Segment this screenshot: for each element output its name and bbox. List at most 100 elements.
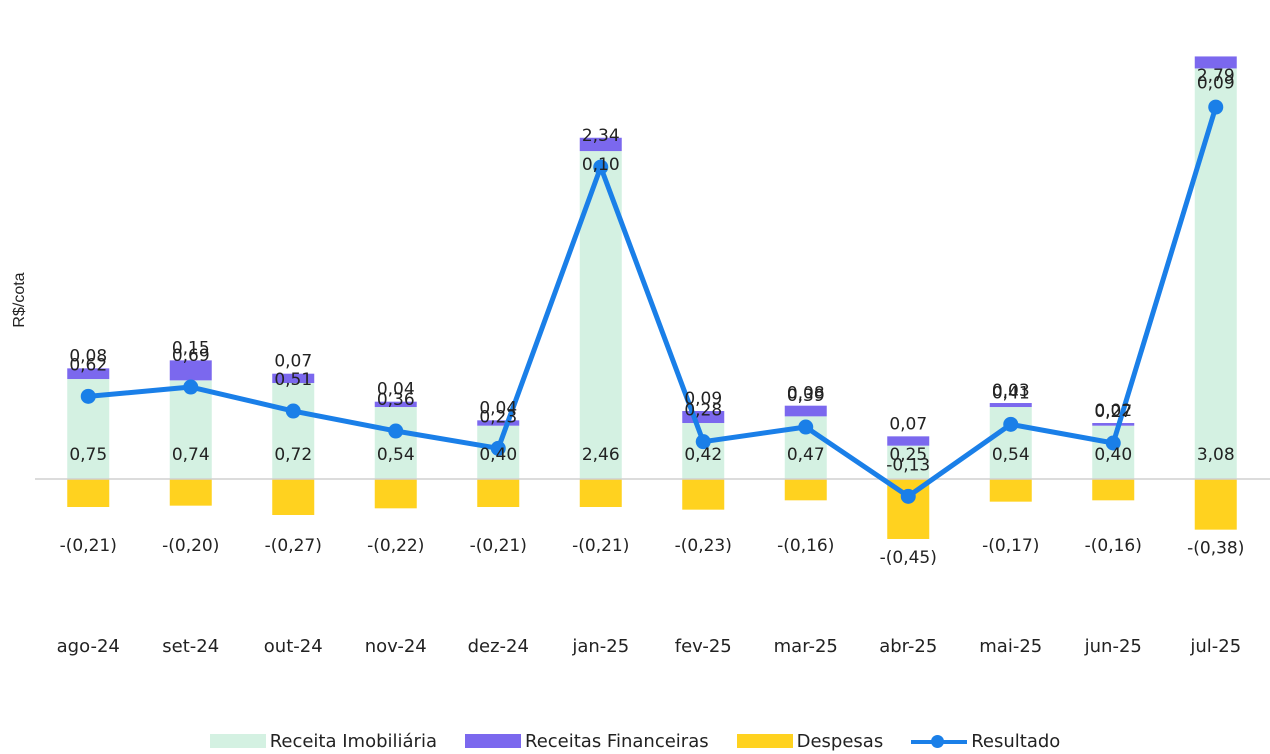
label-resultado: 2,34: [582, 126, 620, 146]
label-despesas: -(0,21): [60, 536, 117, 556]
bar-receitas-financeiras: [682, 411, 725, 424]
point-resultado: [183, 379, 199, 395]
label-receita-imobiliaria: 0,54: [377, 445, 415, 465]
point-resultado: [1105, 435, 1121, 451]
label-receita-imobiliaria: 3,08: [1197, 445, 1235, 465]
label-receita-imobiliaria: 0,75: [69, 445, 107, 465]
bar-despesas: [784, 479, 827, 501]
x-tick-label: mai-25: [979, 636, 1042, 657]
label-receitas-financeiras: 0,07: [274, 352, 312, 372]
point-resultado: [285, 403, 301, 419]
x-axis-ticks: ago-24 set-24 out-24 nov-24 dez-24 jan-25 fev-…: [57, 636, 1242, 657]
label-despesas: -(0,23): [675, 536, 732, 556]
point-resultado: [593, 159, 609, 175]
label-despesas: -(0,21): [572, 536, 629, 556]
bar-receita-imobiliaria: [169, 380, 212, 479]
label-receitas-financeiras: 0,08: [69, 346, 107, 366]
data-labels-layer: 0,75 0,08 -(0,21) 0,74 0,15 -(0,20) 0,72 0,07 -(…: [60, 66, 1245, 568]
point-resultado: [490, 440, 506, 456]
label-resultado: -0,13: [886, 455, 930, 475]
bar-receitas-financeiras: [784, 405, 827, 417]
bar-despesas: [169, 479, 212, 506]
label-despesas: -(0,20): [162, 536, 219, 556]
bars-layer: [67, 56, 1237, 539]
legend-label: Receita Imobiliária: [269, 730, 437, 752]
chart: R$/cota 0,750,08-(0,21)0,740,15-(0,20)0,…: [11, 56, 1270, 657]
label-receitas-financeiras: 0,10: [582, 155, 620, 175]
bar-receita-imobiliaria: [887, 445, 930, 479]
legend-item-receita-imobiliaria: Receita Imobiliária: [209, 730, 437, 752]
bar-despesas: [1092, 479, 1135, 501]
bar-receitas-financeiras: [1092, 423, 1135, 426]
bar-despesas: [272, 479, 315, 515]
label-receitas-financeiras: 0,09: [1197, 73, 1235, 93]
legend-label: Resultado: [971, 730, 1061, 752]
legend-item-receitas-financeiras: Receitas Financeiras: [465, 731, 709, 752]
label-receitas-financeiras: 0,07: [889, 414, 927, 434]
label-receita-imobiliaria: 0,40: [479, 445, 517, 465]
bar-despesas: [682, 479, 725, 510]
point-resultado: [798, 419, 814, 435]
label-receitas-financeiras: 0,15: [172, 338, 210, 358]
label-receita-imobiliaria: 0,47: [787, 445, 825, 465]
bar-despesas: [579, 479, 622, 507]
bar-despesas: [374, 479, 417, 509]
x-tick-label: out-24: [264, 636, 323, 657]
x-tick-label: fev-25: [675, 636, 732, 657]
x-tick-label: jun-25: [1084, 636, 1142, 657]
label-resultado: 0,51: [274, 370, 312, 390]
label-resultado: 2,79: [1197, 66, 1235, 86]
point-resultado: [388, 423, 404, 439]
label-resultado: 0,62: [69, 355, 107, 375]
legend-swatch-resultado: [911, 734, 968, 748]
bar-receitas-financeiras: [1194, 56, 1237, 69]
label-receitas-financeiras: 0,09: [684, 389, 722, 409]
bar-receitas-financeiras: [374, 401, 417, 408]
label-receita-imobiliaria: 0,54: [992, 445, 1030, 465]
bar-receitas-financeiras: [989, 403, 1032, 408]
label-despesas: -(0,22): [367, 536, 424, 556]
label-resultado: 0,27: [1094, 402, 1132, 422]
bar-despesas: [67, 479, 110, 507]
label-receitas-financeiras: 0,04: [377, 380, 415, 400]
label-resultado: 0,39: [787, 386, 825, 406]
label-despesas: -(0,45): [880, 548, 937, 568]
bar-receitas-financeiras: [272, 373, 315, 384]
label-resultado: 0,28: [684, 401, 722, 421]
y-axis-label: R$/cota: [11, 272, 28, 327]
x-tick-label: jul-25: [1189, 636, 1241, 657]
legend-item-despesas: Despesas: [736, 731, 883, 752]
label-resultado: 0,23: [479, 407, 517, 427]
point-resultado: [1003, 416, 1019, 432]
label-resultado: 0,41: [992, 383, 1030, 403]
bar-receitas-financeiras: [579, 137, 622, 152]
bar-receitas-financeiras: [477, 420, 520, 426]
x-tick-label: dez-24: [468, 636, 529, 657]
line-resultado: [88, 106, 1219, 499]
label-despesas: -(0,17): [982, 536, 1039, 556]
label-receitas-financeiras: 0,08: [787, 384, 825, 404]
bar-despesas: [989, 479, 1032, 502]
label-receita-imobiliaria: 0,74: [172, 445, 210, 465]
label-receita-imobiliaria: 0,72: [274, 445, 312, 465]
bar-receitas-financeiras: [67, 368, 110, 380]
x-tick-label: jan-25: [571, 636, 629, 657]
x-tick-label: mar-25: [774, 636, 838, 657]
label-despesas: -(0,38): [1187, 539, 1244, 559]
label-despesas: -(0,21): [470, 536, 527, 556]
legend-swatch-despesas: [736, 734, 793, 748]
x-tick-label: abr-25: [879, 636, 937, 657]
point-resultado: [80, 388, 96, 404]
legend: Receita Imobiliária Receitas Financeiras…: [0, 728, 1270, 754]
result-line-layer: [80, 99, 1224, 504]
bar-receitas-financeiras: [169, 360, 212, 381]
bar-despesas: [477, 479, 520, 507]
bar-receitas-financeiras: [887, 436, 930, 446]
bar-receita-imobiliaria: [682, 423, 725, 479]
label-receita-imobiliaria: 0,40: [1094, 445, 1132, 465]
label-receitas-financeiras: 0,03: [992, 381, 1030, 401]
legend-swatch-receita-imobiliaria: [209, 734, 266, 748]
label-receita-imobiliaria: 0,25: [889, 445, 927, 465]
legend-item-resultado: Resultado: [911, 731, 1060, 752]
label-despesas: -(0,27): [265, 536, 322, 556]
